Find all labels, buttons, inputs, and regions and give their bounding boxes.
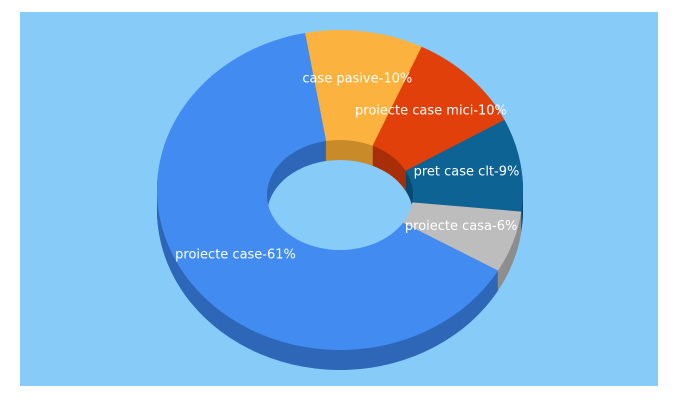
data-label: proiecte case-61% [175, 247, 296, 262]
slice [305, 30, 422, 146]
slice [372, 46, 505, 171]
slice [403, 202, 522, 271]
data-label: pret case clt-9% [414, 165, 520, 180]
slice [405, 119, 523, 212]
data-label: proiecte case mici-10% [355, 104, 507, 119]
slice [157, 32, 499, 351]
data-label: case pasive-10% [302, 72, 412, 87]
data-label: proiecte casa-6% [405, 219, 517, 234]
